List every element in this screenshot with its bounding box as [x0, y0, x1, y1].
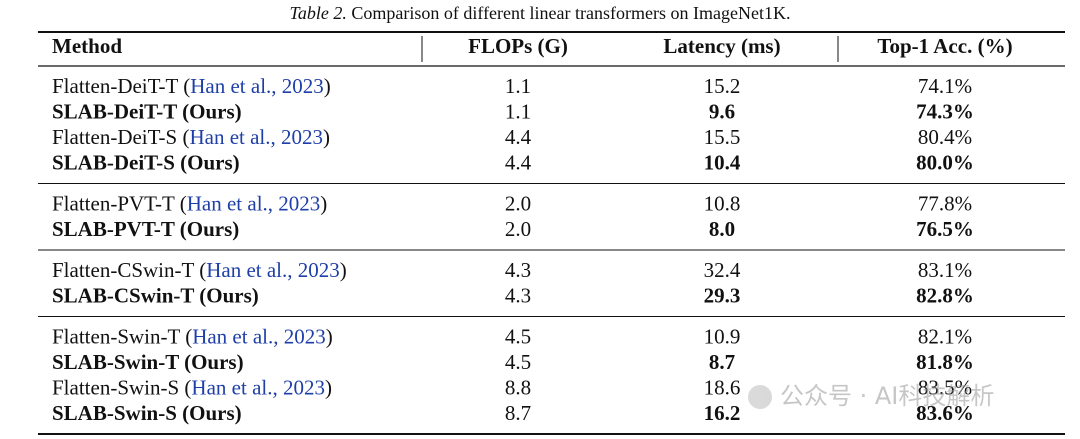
citation: Han et al., 2023 — [206, 258, 340, 282]
method-cell: SLAB-CSwin-T (Ours) — [52, 283, 259, 307]
flops-cell: 4.5 — [505, 350, 531, 374]
method-name: SLAB-DeiT-T (Ours) — [52, 99, 242, 123]
method-cell: Flatten-CSwin-T (Han et al., 2023) — [52, 258, 347, 282]
method-cell: Flatten-DeiT-S (Han et al., 2023) — [52, 125, 330, 149]
method-name: Flatten-DeiT-S ( — [52, 125, 189, 149]
flops-cell: 4.3 — [505, 283, 531, 307]
method-name: SLAB-CSwin-T (Ours) — [52, 283, 259, 307]
method-name: Flatten-DeiT-T ( — [52, 74, 190, 98]
latency-cell: 9.6 — [709, 99, 735, 123]
latency-cell: 29.3 — [704, 283, 741, 307]
acc-cell: 76.5% — [916, 217, 974, 241]
citation: Han et al., 2023 — [187, 191, 321, 215]
acc-cell: 74.3% — [916, 99, 974, 123]
method-cell: Flatten-DeiT-T (Han et al., 2023) — [52, 74, 331, 98]
method-name: SLAB-Swin-T (Ours) — [52, 350, 244, 374]
latency-cell: 15.2 — [704, 74, 741, 98]
method-cell: SLAB-Swin-S (Ours) — [52, 401, 242, 425]
caption-label: Table 2. — [290, 3, 347, 23]
acc-cell: 82.8% — [916, 283, 974, 307]
watermark-icon — [748, 385, 772, 409]
method-name: SLAB-PVT-T (Ours) — [52, 217, 239, 241]
citation: Han et al., 2023 — [190, 74, 324, 98]
method-suffix: ) — [340, 258, 347, 282]
method-name: Flatten-PVT-T ( — [52, 191, 187, 215]
caption: Table 2. Comparison of different linear … — [290, 3, 791, 23]
acc-cell: 74.1% — [918, 74, 972, 98]
flops-cell: 2.0 — [505, 217, 531, 241]
citation: Han et al., 2023 — [192, 324, 326, 348]
latency-cell: 18.6 — [704, 375, 741, 399]
latency-cell: 32.4 — [704, 258, 741, 282]
method-cell: SLAB-DeiT-S (Ours) — [52, 150, 240, 174]
flops-cell: 8.8 — [505, 375, 531, 399]
acc-cell: 80.4% — [918, 125, 972, 149]
flops-cell: 2.0 — [505, 191, 531, 215]
method-suffix: ) — [325, 375, 332, 399]
flops-cell: 1.1 — [505, 99, 531, 123]
method-cell: Flatten-Swin-S (Han et al., 2023) — [52, 375, 332, 399]
latency-cell: 15.5 — [704, 125, 741, 149]
method-cell: Flatten-Swin-T (Han et al., 2023) — [52, 324, 333, 348]
caption-text: Comparison of different linear transform… — [347, 3, 791, 23]
method-cell: Flatten-PVT-T (Han et al., 2023) — [52, 191, 327, 215]
method-suffix: ) — [323, 125, 330, 149]
header-cell: FLOPs (G) — [468, 34, 568, 58]
header-cell: Top-1 Acc. (%) — [877, 34, 1012, 58]
latency-cell: 8.0 — [709, 217, 735, 241]
latency-cell: 10.4 — [704, 150, 741, 174]
acc-cell: 83.6% — [916, 401, 974, 425]
method-name: Flatten-Swin-S ( — [52, 375, 191, 399]
method-name: Flatten-CSwin-T ( — [52, 258, 206, 282]
citation: Han et al., 2023 — [191, 375, 325, 399]
method-suffix: ) — [320, 191, 327, 215]
acc-cell: 77.8% — [918, 191, 972, 215]
flops-cell: 4.4 — [505, 150, 532, 174]
method-suffix: ) — [326, 324, 333, 348]
latency-cell: 8.7 — [709, 350, 735, 374]
method-cell: SLAB-PVT-T (Ours) — [52, 217, 239, 241]
flops-cell: 4.5 — [505, 324, 531, 348]
method-name: SLAB-DeiT-S (Ours) — [52, 150, 240, 174]
method-cell: SLAB-DeiT-T (Ours) — [52, 99, 242, 123]
acc-cell: 82.1% — [918, 324, 972, 348]
method-suffix: ) — [324, 74, 331, 98]
latency-cell: 10.9 — [704, 324, 741, 348]
watermark: 公众号 · AI科技解析 — [748, 382, 994, 410]
flops-cell: 4.3 — [505, 258, 531, 282]
header-cell: Latency (ms) — [663, 34, 780, 58]
flops-cell: 1.1 — [505, 74, 531, 98]
method-cell: SLAB-Swin-T (Ours) — [52, 350, 244, 374]
latency-cell: 16.2 — [704, 401, 741, 425]
header-cell: Method — [52, 34, 122, 58]
watermark-text: 公众号 · AI科技解析 — [780, 382, 994, 410]
flops-cell: 8.7 — [505, 401, 531, 425]
citation: Han et al., 2023 — [189, 125, 323, 149]
acc-cell: 80.0% — [916, 150, 974, 174]
latency-cell: 10.8 — [704, 191, 741, 215]
acc-cell: 83.5% — [918, 375, 972, 399]
acc-cell: 83.1% — [918, 258, 972, 282]
method-name: SLAB-Swin-S (Ours) — [52, 401, 242, 425]
acc-cell: 81.8% — [916, 350, 974, 374]
method-name: Flatten-Swin-T ( — [52, 324, 192, 348]
flops-cell: 4.4 — [505, 125, 532, 149]
